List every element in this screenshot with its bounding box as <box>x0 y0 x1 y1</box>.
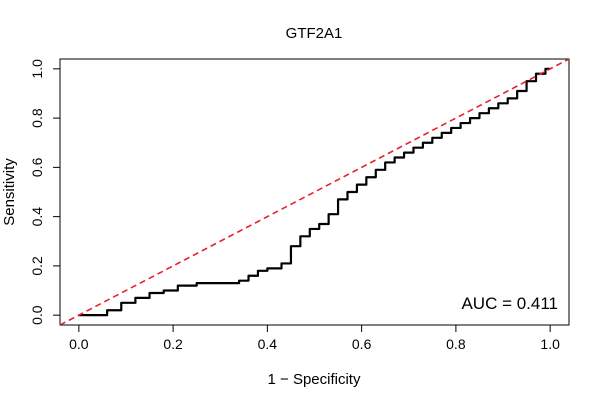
chart-title: GTF2A1 <box>286 25 343 42</box>
reference-diagonal-line <box>60 59 569 325</box>
y-tick-label: 0.8 <box>29 108 45 128</box>
y-tick-label: 1.0 <box>29 59 45 79</box>
x-tick-label: 1.0 <box>540 336 560 352</box>
x-axis-label: 1 − Specificity <box>268 371 361 388</box>
x-axis: 0.0 0.2 0.4 0.6 0.8 1.0 <box>69 324 560 352</box>
x-tick-label: 0.0 <box>69 336 89 352</box>
plot-frame <box>59 58 570 326</box>
y-tick-label: 0.6 <box>29 157 45 177</box>
y-tick-label: 0.2 <box>29 256 45 276</box>
y-axis: 0.0 0.2 0.4 0.6 0.8 1.0 <box>29 59 61 325</box>
series-layer <box>60 59 569 325</box>
x-tick-label: 0.6 <box>352 336 372 352</box>
y-tick-label: 0.0 <box>29 305 45 325</box>
auc-annotation: AUC = 0.411 <box>461 294 558 313</box>
y-axis-label: Sensitivity <box>1 158 18 226</box>
y-tick-label: 0.4 <box>29 207 45 227</box>
roc-curve-line <box>78 67 551 317</box>
x-tick-label: 0.8 <box>446 336 466 352</box>
x-tick-label: 0.2 <box>163 336 183 352</box>
x-tick-label: 0.4 <box>258 336 278 352</box>
